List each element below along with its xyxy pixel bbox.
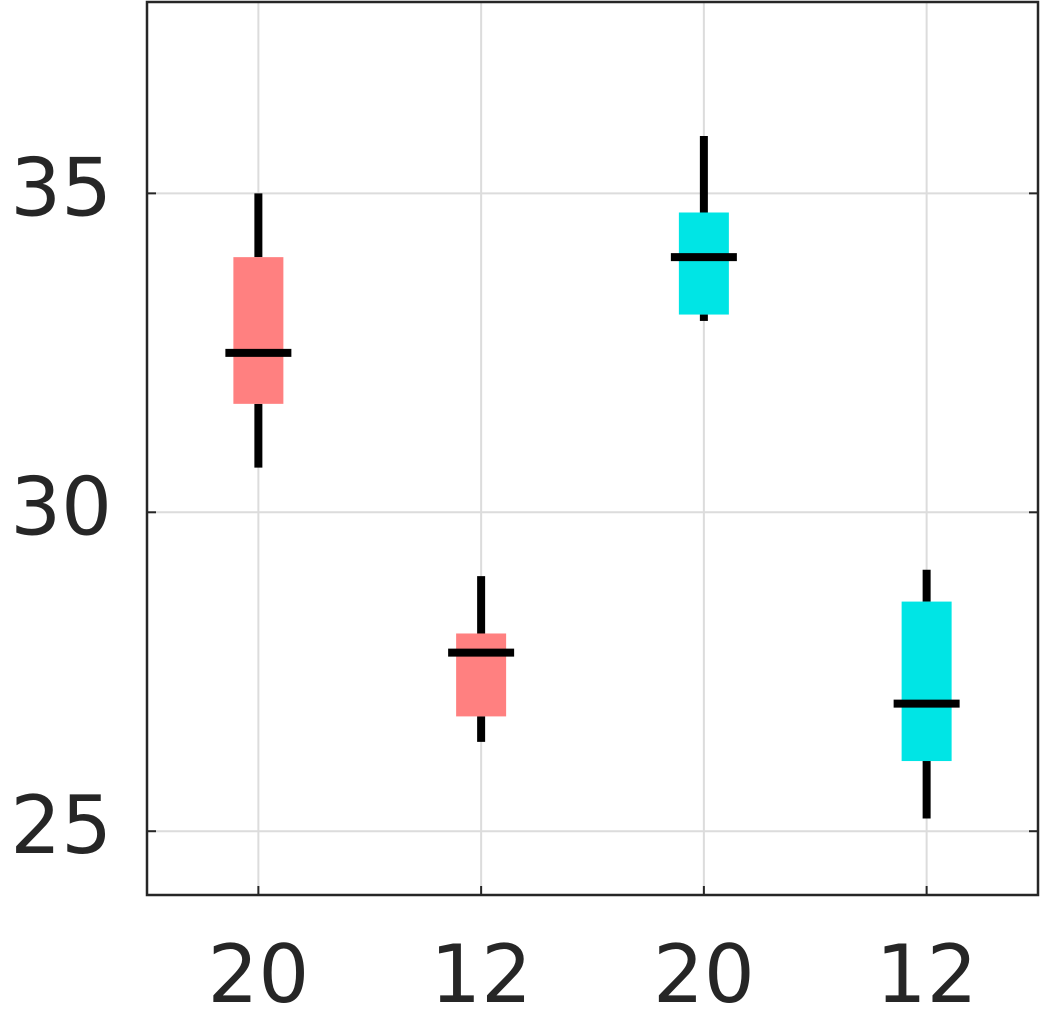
y-tick-label: 30 (10, 460, 112, 553)
plot-frame (145, 0, 1040, 897)
box (233, 257, 284, 404)
y-tick-label: 25 (10, 779, 112, 872)
box (678, 212, 729, 315)
x-tick-label: 20 (207, 928, 309, 1016)
x-tick-label: 20 (653, 928, 755, 1016)
y-tick-label: 35 (10, 141, 112, 234)
box (456, 633, 507, 717)
box (901, 601, 952, 762)
x-tick-label: 12 (876, 928, 978, 1016)
x-tick-label: 12 (430, 928, 532, 1016)
